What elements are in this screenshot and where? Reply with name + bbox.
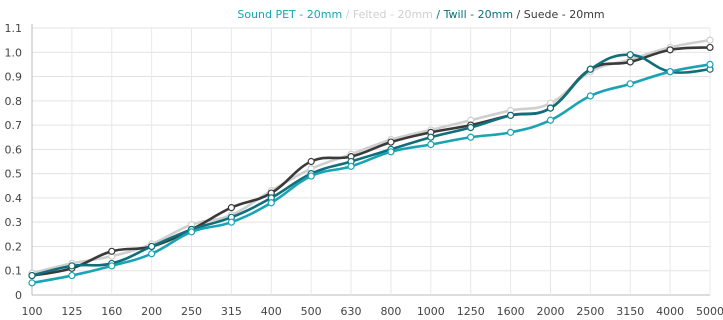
- series-line: [31, 63, 711, 285]
- data-point: [28, 279, 36, 287]
- series-line: [31, 38, 711, 275]
- series-3: [28, 43, 714, 280]
- y-tick-label: 0.3: [5, 216, 23, 229]
- x-tick-label: 200: [141, 305, 162, 318]
- data-point: [467, 123, 475, 132]
- legend-item[interactable]: Sound PET - 20mm: [237, 8, 342, 21]
- data-point: [706, 43, 714, 52]
- data-point: [28, 271, 36, 280]
- y-tick-label: 0.2: [5, 240, 23, 253]
- y-tick-label: 1.0: [5, 46, 23, 59]
- x-tick-label: 250: [181, 305, 202, 318]
- series-line: [31, 53, 711, 277]
- data-point: [387, 138, 395, 146]
- data-point: [427, 133, 435, 141]
- x-tick-label: 630: [341, 305, 362, 318]
- data-point: [148, 242, 156, 251]
- x-tick-label: 2000: [536, 305, 564, 318]
- series-2: [28, 51, 714, 280]
- x-tick-label: 5000: [696, 305, 723, 318]
- legend-separator: /: [513, 8, 524, 21]
- y-tick-label: 0.1: [5, 265, 23, 278]
- data-point: [666, 68, 674, 76]
- x-tick-label: 1600: [497, 305, 525, 318]
- data-point: [666, 46, 674, 54]
- data-point: [68, 271, 76, 280]
- data-point: [227, 218, 236, 226]
- x-tick-label: 1250: [457, 305, 485, 318]
- data-point: [706, 60, 714, 69]
- x-tick-label: 500: [301, 305, 322, 318]
- y-tick-label: 1.1: [5, 22, 23, 35]
- data-point: [68, 262, 76, 270]
- x-tick-label: 160: [101, 305, 122, 318]
- x-tick-label: 800: [380, 305, 401, 318]
- data-point: [586, 65, 594, 73]
- data-point: [626, 51, 634, 59]
- data-point: [427, 140, 435, 149]
- data-point: [307, 157, 315, 166]
- data-point: [506, 111, 515, 119]
- x-tick-label: 400: [261, 305, 282, 318]
- x-tick-label: 4000: [656, 305, 684, 318]
- data-point: [586, 92, 594, 100]
- y-tick-label: 0.8: [5, 95, 23, 108]
- data-point: [546, 104, 555, 112]
- x-tick-label: 100: [22, 305, 43, 318]
- data-point: [706, 36, 714, 44]
- data-point: [108, 262, 116, 270]
- x-tick-label: 125: [61, 305, 82, 318]
- legend-item[interactable]: Twill - 20mm: [443, 8, 513, 21]
- legend-separator: /: [342, 8, 353, 21]
- data-point: [467, 133, 475, 141]
- data-point: [387, 148, 395, 156]
- data-point: [108, 247, 116, 255]
- legend-item[interactable]: Felted - 20mm: [353, 8, 433, 21]
- data-point: [267, 199, 275, 207]
- legend-separator: /: [433, 8, 444, 21]
- x-tick-label: 1000: [417, 305, 445, 318]
- data-point: [148, 250, 156, 258]
- x-tick-label: 2500: [576, 305, 604, 318]
- y-tick-label: 0.4: [5, 192, 23, 205]
- data-point: [546, 116, 555, 124]
- data-point: [227, 204, 236, 212]
- y-tick-label: 0.9: [5, 71, 23, 84]
- series-0: [28, 60, 714, 287]
- data-point: [187, 228, 196, 236]
- data-point: [506, 128, 515, 136]
- legend: Sound PET - 20mm / Felted - 20mm / Twill…: [237, 8, 604, 21]
- data-point: [626, 58, 634, 66]
- y-tick-label: 0.6: [5, 143, 23, 156]
- data-point: [307, 172, 315, 180]
- data-point: [626, 80, 634, 88]
- data-point: [347, 162, 355, 170]
- series-line: [31, 46, 711, 277]
- y-tick-label: 0: [15, 289, 22, 302]
- legend-item[interactable]: Suede - 20mm: [524, 8, 605, 21]
- y-tick-label: 0.5: [5, 168, 23, 181]
- x-tick-label: 315: [221, 305, 242, 318]
- x-tick-label: 3150: [616, 305, 644, 318]
- y-tick-label: 0.7: [5, 119, 23, 132]
